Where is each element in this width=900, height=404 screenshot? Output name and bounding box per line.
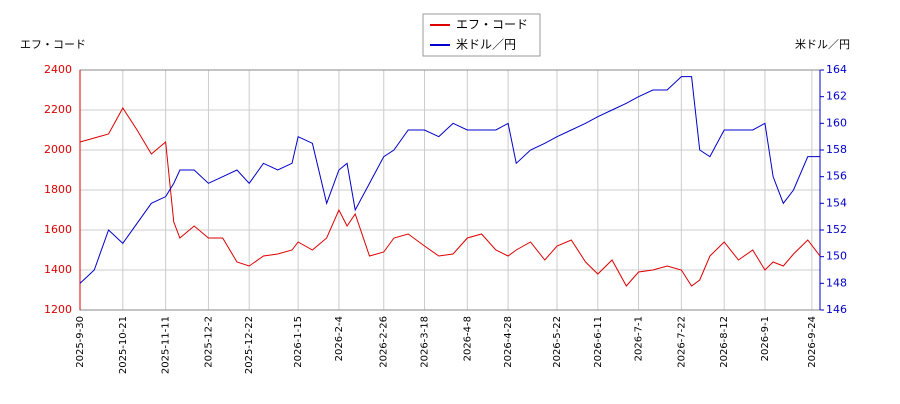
- y-tick-label: 1400: [44, 263, 72, 276]
- y2-tick-label: 152: [826, 223, 847, 236]
- x-tick-label: 2026-3-18: [420, 316, 431, 368]
- x-tick-label: 2025-10-21: [118, 316, 129, 374]
- x-tick-label: 2025-12-2: [203, 316, 214, 368]
- y-tick-label: 1600: [44, 223, 72, 236]
- x-tick-label: 2025-12-22: [244, 316, 255, 374]
- y2-tick-label: 162: [826, 90, 847, 103]
- x-tick-label: 2026-1-15: [293, 316, 304, 368]
- series-line: [79, 76, 820, 284]
- y2-tick-label: 154: [826, 196, 847, 209]
- x-tick-label: 2026-6-11: [593, 316, 604, 368]
- x-tick-label: 2026-2-26: [379, 316, 390, 368]
- y2-tick-label: 160: [826, 116, 847, 129]
- y2-axis-label: 米ドル／円: [795, 38, 850, 51]
- legend-label: エフ・コード: [456, 18, 528, 32]
- y-tick-label: 1200: [44, 303, 72, 316]
- x-tick-label: 2025-9-30: [75, 316, 86, 368]
- y-tick-label: 1800: [44, 183, 72, 196]
- y2-tick-label: 158: [826, 143, 847, 156]
- y-tick-label: 2200: [44, 103, 72, 116]
- x-tick-label: 2026-7-1: [634, 316, 645, 361]
- y2-tick-label: 148: [826, 276, 847, 289]
- y2-tick-label: 146: [826, 303, 847, 316]
- legend-box: [422, 13, 541, 57]
- x-tick-label: 2026-9-1: [760, 316, 771, 361]
- y-tick-label: 2400: [44, 63, 72, 76]
- x-tick-label: 2026-4-28: [503, 316, 514, 368]
- y-axis-label: エフ・コード: [20, 38, 86, 51]
- series-line: [79, 107, 821, 287]
- y-tick-label: 2000: [44, 143, 72, 156]
- x-tick-label: 2026-8-12: [719, 316, 730, 368]
- y2-tick-label: 164: [826, 63, 847, 76]
- x-tick-label: 2026-4-8: [462, 316, 473, 361]
- x-tick-label: 2026-2-4: [334, 316, 345, 361]
- x-tick-label: 2025-11-11: [161, 316, 172, 374]
- legend-label: 米ドル／円: [456, 38, 516, 52]
- x-tick-label: 2026-9-24: [807, 316, 818, 368]
- y2-tick-label: 156: [826, 170, 847, 183]
- y2-tick-label: 150: [826, 250, 847, 263]
- x-tick-label: 2026-5-22: [552, 316, 563, 368]
- x-tick-label: 2026-7-22: [676, 316, 687, 368]
